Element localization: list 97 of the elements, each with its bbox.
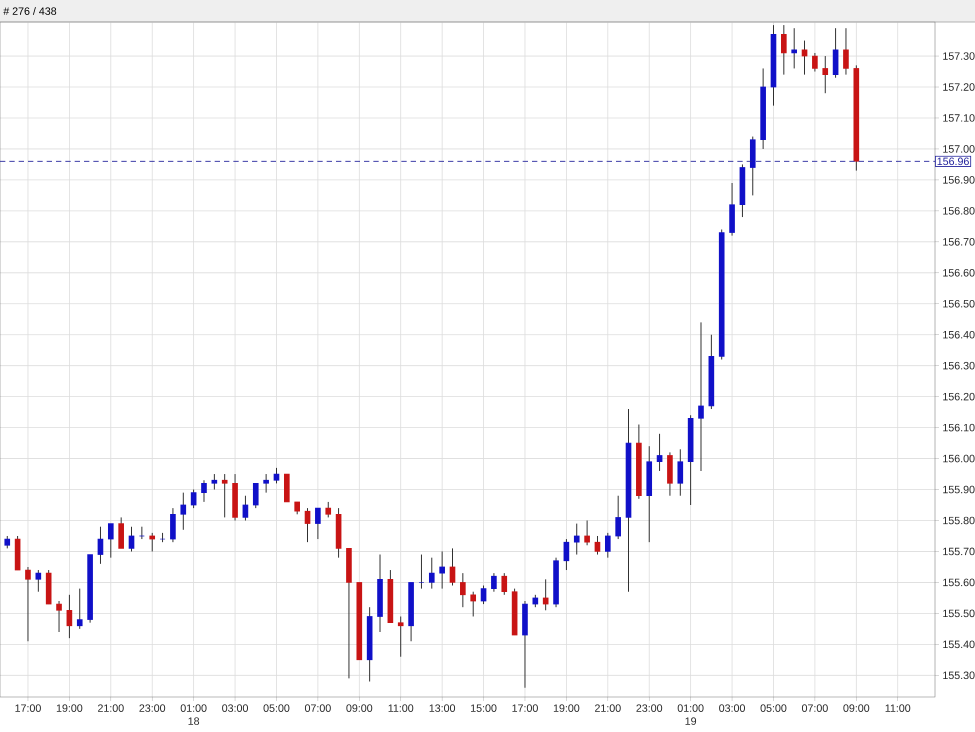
candlestick xyxy=(201,480,207,502)
candlestick xyxy=(460,572,466,608)
y-tick-label: 156.60 xyxy=(943,269,975,277)
candlestick xyxy=(501,572,508,596)
x-tick-label: 09:00 xyxy=(843,704,870,712)
candlestick xyxy=(491,572,497,592)
y-tick-label: 156.10 xyxy=(943,424,975,432)
candlestick xyxy=(542,578,548,611)
x-tick-label: 17:00 xyxy=(512,704,538,712)
candlestick xyxy=(532,594,538,608)
candlestick xyxy=(36,570,42,592)
y-tick-label: 156.70 xyxy=(943,238,975,246)
y-tick-label: 156.80 xyxy=(943,207,975,215)
candlestick xyxy=(180,492,186,530)
x-tick-label: 13:00 xyxy=(430,704,456,712)
y-tick-label: 155.80 xyxy=(943,516,975,524)
candlestick xyxy=(428,557,435,590)
candlestick xyxy=(450,548,456,586)
x-tick-label: 03:00 xyxy=(719,704,745,712)
candlestick xyxy=(315,508,321,540)
x-tick-label: 19:00 xyxy=(56,704,82,712)
y-tick-label: 155.60 xyxy=(943,578,975,586)
candlestick xyxy=(212,474,218,490)
candlestick xyxy=(66,594,72,639)
candlestick xyxy=(439,550,445,590)
candlestick xyxy=(470,591,476,617)
candlestick xyxy=(4,536,10,549)
y-tick-label: 157.30 xyxy=(943,52,975,60)
candlestick xyxy=(325,501,332,518)
candlestick xyxy=(677,448,684,496)
y-tick-label: 155.40 xyxy=(943,640,975,648)
y-tick-label: 156.00 xyxy=(943,454,975,462)
candlestick xyxy=(242,495,248,521)
x-tick-label: 19:00 xyxy=(554,704,580,712)
candlestick xyxy=(139,526,145,540)
chart-title: # 276 / 438 xyxy=(3,7,56,15)
y-tick-label: 157.20 xyxy=(943,83,975,91)
x-tick-label: 21:00 xyxy=(98,704,124,712)
candlestick xyxy=(781,24,787,76)
candlestick xyxy=(160,532,166,543)
candlestick xyxy=(56,600,62,632)
x-tick-label: 07:00 xyxy=(802,704,828,712)
x-tick-label: 23:00 xyxy=(139,704,166,712)
candlestick xyxy=(149,532,156,552)
candlestick xyxy=(604,532,611,558)
candlestick xyxy=(656,433,662,472)
ref-line-label: 156.96 xyxy=(938,158,969,166)
candlestick xyxy=(574,523,580,556)
y-tick-label: 156.30 xyxy=(943,362,975,370)
x-tick-label: 15:00 xyxy=(471,704,496,712)
candlestick xyxy=(398,616,404,658)
y-tick-label: 156.90 xyxy=(943,176,975,184)
candlestick xyxy=(304,508,310,543)
x-tick-label: 21:00 xyxy=(595,704,621,712)
y-tick-label: 156.20 xyxy=(943,392,975,400)
x-tick-label: 03:00 xyxy=(222,704,248,712)
x-tick-label: 05:00 xyxy=(760,704,786,712)
candlestick xyxy=(252,482,259,509)
candlestick xyxy=(594,536,600,556)
candlestick xyxy=(480,585,486,605)
candlestick xyxy=(843,28,849,76)
x-tick-label: 17:00 xyxy=(15,704,41,712)
candlestick xyxy=(222,474,228,518)
y-tick-label: 155.30 xyxy=(943,672,975,680)
y-tick-label: 156.40 xyxy=(943,330,975,338)
x-tick-label: 11:00 xyxy=(886,704,910,712)
x-tick-label: 05:00 xyxy=(264,704,290,712)
candlestick xyxy=(108,523,114,558)
candlestick xyxy=(822,56,828,94)
x-tick-label: 11:00 xyxy=(388,704,414,712)
x-tick-label: 23:00 xyxy=(636,704,662,712)
candlestick xyxy=(791,28,798,69)
y-tick-label: 157.10 xyxy=(943,114,975,122)
y-tick-label: 155.90 xyxy=(943,486,975,494)
y-tick-label: 155.70 xyxy=(943,548,975,556)
x-tick-label: 01:00 19 xyxy=(678,704,704,725)
x-tick-label: 01:00 18 xyxy=(180,704,207,725)
candlestick xyxy=(263,474,269,494)
y-tick-label: 155.50 xyxy=(943,610,975,618)
candlestick xyxy=(294,501,300,515)
candlestick xyxy=(76,588,83,630)
candlestick xyxy=(25,566,31,642)
candlestick xyxy=(274,467,280,484)
y-tick-label: 157.00 xyxy=(943,145,975,153)
candlestick xyxy=(584,520,590,546)
candlestick xyxy=(128,526,134,552)
candlestick xyxy=(615,495,621,540)
candlestick xyxy=(812,52,818,72)
candlestick xyxy=(418,554,424,590)
y-tick-label: 156.50 xyxy=(943,300,975,308)
candlestick xyxy=(98,526,104,564)
x-tick-label: 07:00 xyxy=(304,704,331,712)
candlestick xyxy=(564,538,570,571)
candlestick xyxy=(190,489,196,509)
x-tick-label: 09:00 xyxy=(346,704,372,712)
candlestick xyxy=(802,40,808,76)
candlestick xyxy=(698,322,704,472)
